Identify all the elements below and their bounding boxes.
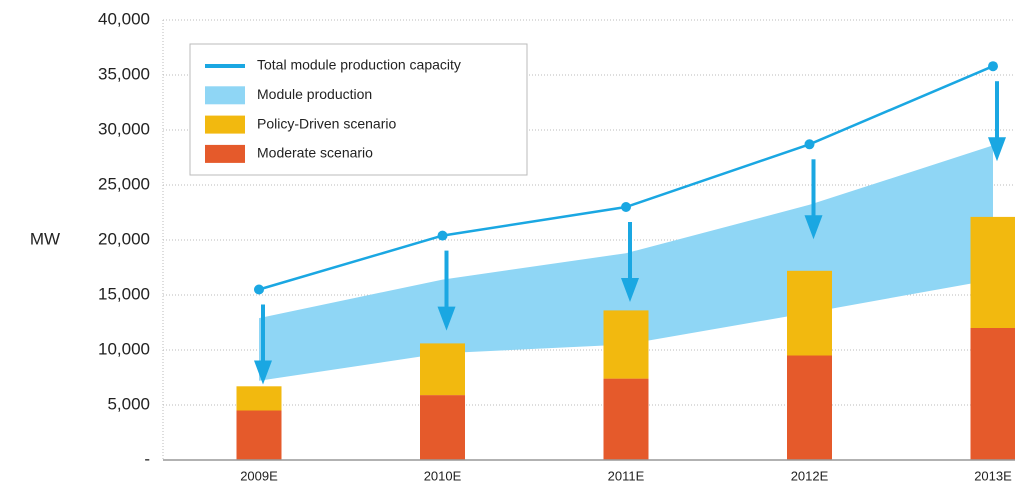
legend-swatch — [205, 144, 245, 163]
y-tick-label: 25,000 — [98, 174, 150, 193]
bar — [236, 410, 282, 460]
line-point — [804, 139, 815, 150]
x-tick-label: 2013E — [974, 468, 1012, 483]
bar — [603, 378, 649, 460]
bar — [603, 310, 649, 379]
arrow-head — [804, 215, 823, 240]
y-tick-label: 5,000 — [107, 394, 150, 413]
x-tick-label: 2009E — [240, 468, 278, 483]
y-tick-label: 10,000 — [98, 339, 150, 358]
x-tick-label: 2010E — [424, 468, 462, 483]
x-tick-label: 2011E — [608, 468, 645, 483]
bar — [787, 270, 832, 356]
bar — [787, 355, 832, 460]
legend-label: Module production — [257, 86, 372, 102]
y-tick-label: - — [144, 449, 150, 468]
bar — [970, 216, 1015, 328]
y-tick-label: 40,000 — [98, 9, 150, 28]
arrow-head — [437, 306, 456, 331]
legend-swatch — [205, 64, 245, 68]
line-point — [988, 61, 998, 72]
y-tick-label: 35,000 — [98, 64, 150, 83]
bar — [420, 395, 465, 460]
x-tick-label: 2012E — [791, 468, 829, 483]
y-axis-label: MW — [30, 229, 60, 248]
line-point — [254, 284, 264, 295]
y-tick-label: 30,000 — [98, 119, 150, 138]
bar — [970, 328, 1015, 460]
bar — [236, 386, 282, 411]
y-tick-label: 15,000 — [98, 284, 150, 303]
arrow-head — [254, 360, 272, 385]
legend-swatch — [205, 86, 245, 105]
bar — [420, 343, 465, 396]
line-point — [621, 202, 631, 212]
legend-label: Total module production capacity — [257, 57, 461, 73]
legend-swatch — [205, 115, 245, 134]
legend-label: Moderate scenario — [257, 145, 373, 161]
legend-label: Policy-Driven scenario — [257, 115, 396, 131]
arrow-head — [621, 278, 639, 302]
y-tick-label: 20,000 — [98, 229, 150, 248]
arrow-head — [988, 137, 1006, 162]
line-point — [437, 230, 448, 241]
area-band — [259, 145, 993, 381]
legend-box — [189, 43, 528, 176]
